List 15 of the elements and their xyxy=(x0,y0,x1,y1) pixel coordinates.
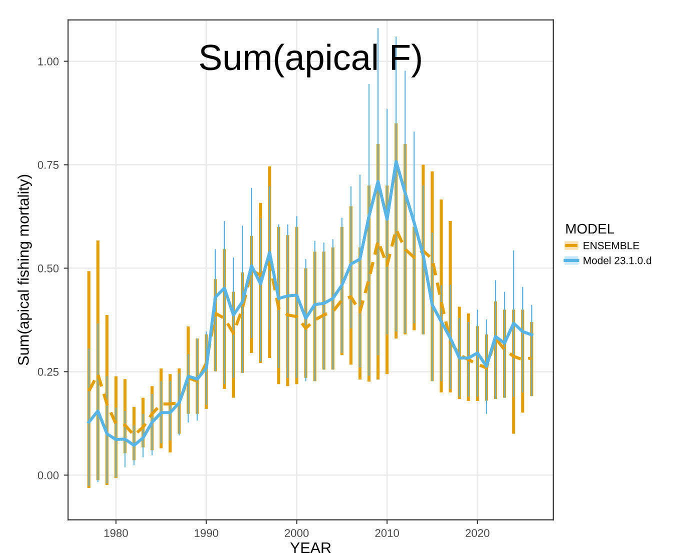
y-tick-label: 0.75 xyxy=(38,161,59,169)
y-tick-label: 0.50 xyxy=(38,264,59,272)
y-axis-title: Sum(apical fishing mortality) xyxy=(18,174,32,366)
legend-label: ENSEMBLE xyxy=(584,242,640,250)
x-tick-label: 1980 xyxy=(104,529,128,538)
legend-label: Model 23.1.0.d xyxy=(584,256,652,264)
x-axis-title: YEAR xyxy=(290,542,331,553)
y-tick-label: 0.25 xyxy=(38,368,59,376)
x-tick-label: 2000 xyxy=(284,529,309,538)
x-tick-label: 2020 xyxy=(466,529,490,538)
x-tick-label: 1990 xyxy=(194,529,218,538)
x-tick-label: 2010 xyxy=(375,529,399,538)
y-tick-label: 0.00 xyxy=(38,471,59,480)
legend-title: MODEL xyxy=(566,224,614,234)
y-tick-label: 1.00 xyxy=(38,58,59,66)
